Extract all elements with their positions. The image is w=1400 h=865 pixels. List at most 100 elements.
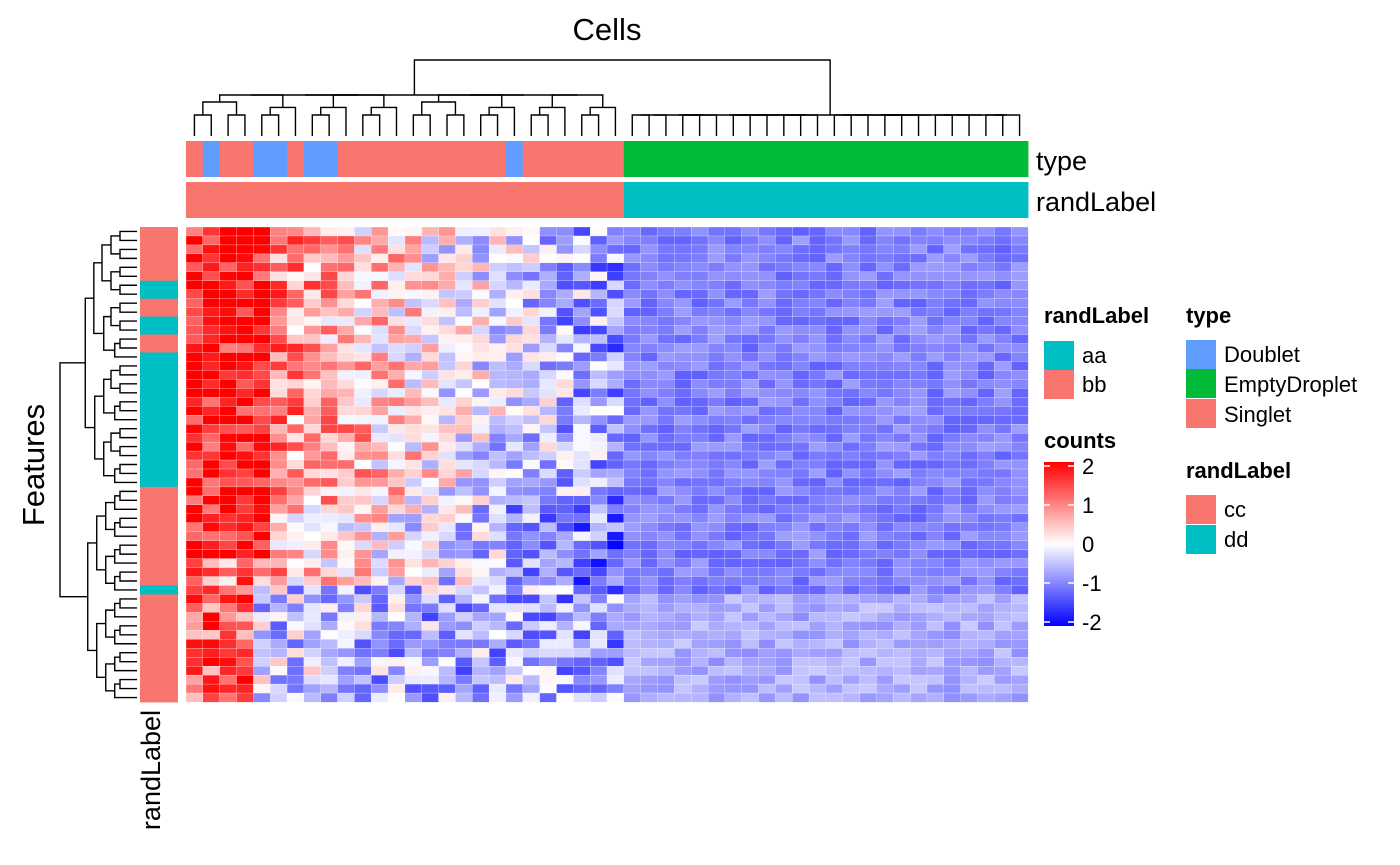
- heatmap-cell: [623, 486, 642, 497]
- heatmap-cell: [994, 262, 1012, 273]
- heatmap-cell: [707, 280, 726, 291]
- heatmap-cell: [270, 522, 288, 533]
- heatmap-cell: [522, 621, 541, 631]
- heatmap-cell: [977, 612, 995, 622]
- heatmap-cell: [573, 612, 591, 622]
- heatmap-cell: [320, 370, 339, 380]
- heatmap-cell: [505, 648, 524, 658]
- randlabel-cell: [640, 182, 658, 218]
- heatmap-cell: [893, 450, 911, 461]
- heatmap-cell: [741, 477, 760, 488]
- heatmap-cell: [977, 486, 995, 497]
- heatmap-cell: [606, 388, 625, 398]
- heatmap-cell: [590, 504, 608, 515]
- heatmap-cell: [741, 666, 760, 676]
- heatmap-cell: [185, 621, 204, 631]
- heatmap-cell: [691, 495, 709, 506]
- heatmap-cell: [623, 244, 642, 255]
- heatmap-cell: [623, 540, 642, 551]
- heatmap-cell: [909, 468, 928, 479]
- heatmap-cell: [472, 379, 490, 389]
- heatmap-cell: [893, 504, 911, 515]
- heatmap-cell: [825, 298, 844, 309]
- heatmap-cell: [286, 244, 305, 255]
- heatmap-cell: [556, 549, 574, 560]
- heatmap-cell: [876, 495, 894, 506]
- heatmap-cell: [320, 271, 339, 282]
- heatmap-cell: [505, 558, 524, 569]
- heatmap-cell: [303, 441, 322, 452]
- randlabel-cell: [758, 182, 776, 218]
- heatmap-cell: [472, 388, 490, 398]
- row-annotation-cell: [140, 504, 178, 515]
- heatmap-cell: [387, 522, 406, 533]
- heatmap-cell: [994, 361, 1012, 371]
- heatmap-cell: [488, 441, 507, 452]
- randlabel-cell: [876, 182, 894, 218]
- heatmap-cell: [960, 415, 978, 425]
- dendrogram-branch: [119, 427, 137, 439]
- heatmap-cell: [354, 343, 372, 353]
- heatmap-cell: [994, 468, 1012, 479]
- heatmap-cell: [893, 415, 911, 425]
- heatmap-cell: [640, 603, 658, 613]
- heatmap-cell: [505, 567, 524, 577]
- heatmap-cell: [859, 406, 877, 416]
- heatmap-cell: [303, 522, 322, 533]
- heatmap-cell: [943, 621, 962, 631]
- heatmap-cell: [337, 612, 355, 622]
- heatmap-cell: [994, 244, 1012, 255]
- heatmap-cell: [994, 379, 1012, 389]
- heatmap-cell: [438, 692, 456, 703]
- heatmap-cell: [691, 594, 709, 604]
- heatmap-cell: [640, 441, 658, 452]
- heatmap-cell: [303, 540, 322, 551]
- heatmap-cell: [842, 235, 861, 246]
- heatmap-cell: [825, 262, 844, 273]
- heatmap-cell: [253, 298, 271, 309]
- row-annotation-cell: [140, 477, 178, 488]
- heatmap-cell: [926, 406, 945, 416]
- heatmap-cell: [994, 576, 1012, 586]
- heatmap-cell: [691, 522, 709, 533]
- heatmap-cell: [842, 683, 861, 694]
- heatmap-cell: [185, 540, 204, 551]
- heatmap-cell: [573, 558, 591, 569]
- heatmap-cell: [573, 504, 591, 515]
- heatmap-cell: [337, 226, 355, 237]
- heatmap-cell: [590, 594, 608, 604]
- heatmap-cell: [960, 334, 978, 344]
- heatmap-cell: [741, 388, 760, 398]
- randlabel-cell: [724, 182, 743, 218]
- heatmap-cell: [808, 594, 827, 604]
- randlabel-cell: [354, 182, 372, 218]
- heatmap-cell: [724, 459, 743, 470]
- heatmap-cell: [657, 432, 675, 443]
- heatmap-cell: [556, 432, 574, 443]
- heatmap-cell: [943, 388, 962, 398]
- heatmap-cell: [842, 415, 861, 425]
- heatmap-cell: [455, 316, 473, 327]
- type-cell: [674, 141, 692, 177]
- heatmap-cell: [270, 307, 288, 318]
- heatmap-cell: [371, 334, 389, 344]
- heatmap-cell: [185, 441, 204, 452]
- heatmap-cell: [926, 235, 945, 246]
- heatmap-cell: [758, 244, 776, 255]
- heatmap-cell: [505, 540, 524, 551]
- heatmap-cell: [758, 253, 776, 264]
- heatmap-cell: [943, 262, 962, 273]
- heatmap-cell: [1011, 683, 1029, 694]
- heatmap-cell: [859, 477, 877, 488]
- heatmap-cell: [270, 388, 288, 398]
- dendrogram-branch: [332, 94, 385, 108]
- heatmap-cell: [606, 576, 625, 586]
- counts-tick-label: 2: [1082, 454, 1094, 479]
- heatmap-cell: [253, 549, 271, 560]
- heatmap-cell: [522, 316, 541, 327]
- heatmap-cell: [320, 343, 339, 353]
- heatmap-cell: [303, 334, 322, 344]
- heatmap-cell: [808, 657, 827, 667]
- heatmap-cell: [539, 406, 557, 416]
- heatmap-cell: [404, 298, 423, 309]
